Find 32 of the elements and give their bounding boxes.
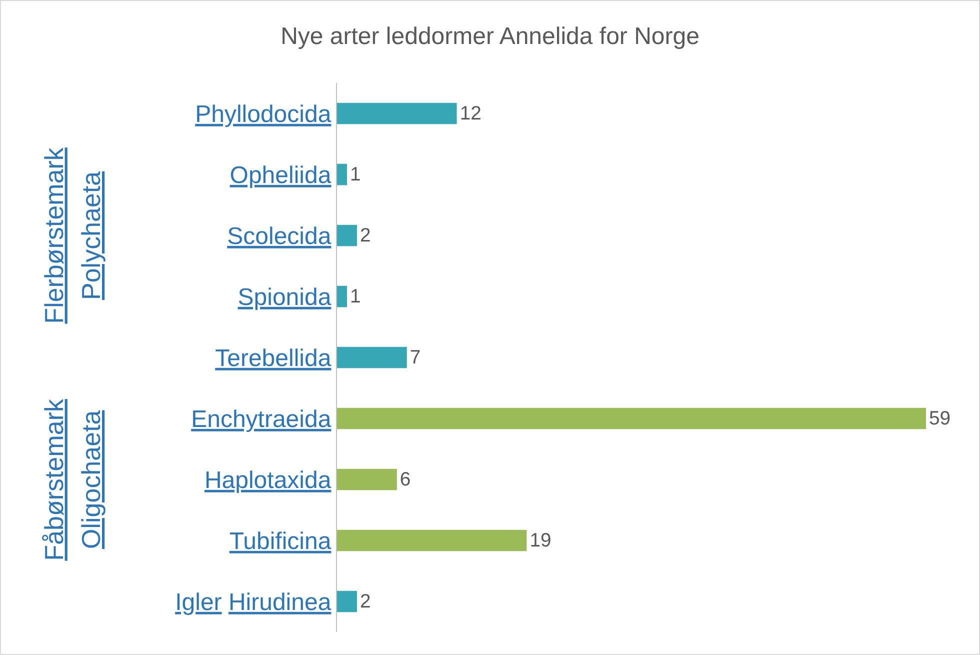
data-label: 59 [929,407,951,430]
text: Flerbørstemark [38,146,69,324]
bar [337,102,457,124]
bar [337,590,357,612]
y-tick-label: Igler Hirudinea [175,588,332,616]
text: Polychaeta [76,170,106,300]
data-label: 2 [360,590,371,612]
bar [337,468,397,490]
data-label: 1 [350,163,361,186]
text: Oligochaeta [76,410,106,549]
bar [337,346,407,368]
data-label: 6 [400,468,411,490]
y-tick-label: Opheliida [230,162,332,189]
y-tick-label: Scolecida [227,222,332,250]
data-label: 2 [360,224,371,246]
bar [337,408,926,430]
data-label: 1 [350,285,361,308]
chart-title: Nye arter leddormer Annelida for Norge [280,22,700,50]
y-tick-label: Tubificina [229,528,332,555]
y-tick-label: Terebellida [215,344,332,372]
text: Fåbørstemark [38,398,69,561]
data-label: 12 [460,102,482,124]
y-tick-label: Enchytraeida [191,406,332,433]
bar [337,286,347,308]
bar [337,224,357,246]
bar [337,530,527,552]
data-label: 7 [410,346,421,368]
bar [337,164,347,186]
y-tick-label: Phyllodocida [195,100,332,128]
y-tick-label: Spionida [238,284,332,311]
y-tick-label: Haplotaxida [204,466,332,494]
data-label: 19 [530,529,552,552]
